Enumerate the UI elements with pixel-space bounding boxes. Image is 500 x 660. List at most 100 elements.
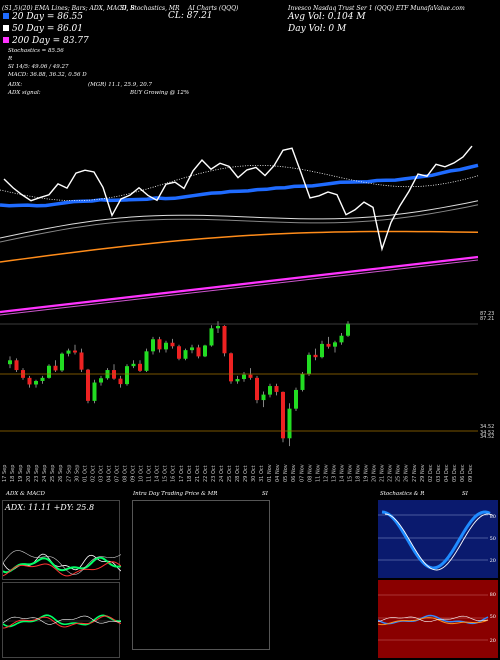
- ma20-label: 20 Day = 86.55: [12, 12, 84, 22]
- header-title-1: (S1,5)(20) EMA Lines; Bars; ADX, MACD, B: [2, 5, 135, 12]
- adx-panel-title: ADX & MACD: [6, 491, 45, 497]
- candle-body: [209, 328, 214, 346]
- x-axis-date-label: 19 Nov: [364, 464, 370, 482]
- si-level-50: 50: [489, 614, 496, 620]
- x-axis-date-label: 03 Oct: [98, 465, 104, 482]
- candle-body: [203, 345, 207, 357]
- x-axis-date-label: 29 Nov: [420, 464, 426, 482]
- adx-panel: ADX: 11.11 +DY: 25.8: [2, 500, 121, 580]
- ma200-label: 200 Day = 83.77: [12, 36, 89, 46]
- adx-panel-readout: ADX: 11.11 +DY: 25.8: [5, 503, 95, 512]
- price-level-label: 34.52: [480, 434, 494, 440]
- candle-body: [92, 382, 97, 401]
- candle-body: [8, 360, 12, 365]
- stochastics-lines: [378, 510, 494, 571]
- x-axis-date-label: 22 Nov: [388, 464, 394, 482]
- x-axis-date-label: 21 Nov: [380, 464, 386, 482]
- si-panel: 80 50 20: [378, 580, 498, 658]
- candle-body: [79, 352, 84, 370]
- candle-body: [216, 325, 220, 329]
- candle-body: [14, 360, 19, 371]
- x-axis-date-label: 05 Nov: [283, 464, 289, 482]
- candle-body: [157, 339, 162, 350]
- candle-body: [86, 369, 90, 401]
- adx-label: ADX:: [8, 82, 23, 88]
- ma100-line: [0, 230, 479, 263]
- candle-body: [326, 343, 331, 347]
- stoch-panel-si: SI: [462, 491, 468, 497]
- day-volume: Day Vol: 0 M: [288, 24, 347, 34]
- x-axis-date-label: 27 Sep: [66, 465, 72, 482]
- signal-line: [3, 615, 121, 629]
- x-axis-date-label: 04 Dec: [444, 464, 450, 482]
- adx-signal-label: ADX signal:: [8, 90, 41, 96]
- candle-body: [125, 366, 129, 385]
- ma200-line: [0, 255, 479, 314]
- si-level-80: 80: [489, 592, 496, 598]
- candle-body: [235, 379, 240, 382]
- stoch-panel-title: Stochastics & R: [380, 491, 425, 497]
- x-axis-date-label: 23 Oct: [211, 465, 217, 482]
- ma50-legend: 50 Day = 86.01: [3, 24, 83, 34]
- candle-body: [151, 339, 155, 352]
- candle-body: [333, 342, 337, 347]
- x-axis-date-label: 05 Dec: [452, 464, 458, 482]
- candle-body: [255, 377, 259, 401]
- x-axis-date-label: 02 Dec: [428, 464, 434, 482]
- candle-body: [268, 386, 272, 395]
- adx-signal-value: BUY Growing @ 12%: [130, 90, 190, 96]
- header-title-2: SI, Stochastics, MR: [120, 5, 180, 12]
- x-axis-date-label: 08 Nov: [307, 464, 313, 482]
- price-level-label: 34.52: [480, 424, 494, 430]
- x-axis-date-label: 18 Nov: [356, 464, 362, 482]
- macd-line: [3, 614, 121, 628]
- x-axis-date-label: 30 Oct: [251, 465, 257, 482]
- x-axis-date-label: 19 Sep: [18, 465, 24, 482]
- x-axis-date-label: 12 Nov: [323, 464, 329, 482]
- ma50-line: [0, 200, 479, 239]
- candle-body: [170, 342, 175, 347]
- x-axis-date-label: 23 Sep: [34, 465, 40, 482]
- x-axis-date-label: 06 Nov: [291, 464, 297, 482]
- candle-body: [339, 335, 344, 343]
- x-axis-date-label: 01 Nov: [267, 464, 273, 482]
- x-axis-date-label: 22 Oct: [203, 465, 209, 482]
- adx-lines: [3, 550, 121, 577]
- candle-body: [300, 373, 305, 390]
- candle-body: [196, 347, 201, 357]
- minus-di-line: [3, 561, 121, 577]
- si-lines: [378, 594, 489, 641]
- x-axis-date-label: 17 Sep: [2, 465, 8, 482]
- price-level-label: 87.23: [480, 311, 494, 317]
- x-axis-date-label: 06 Dec: [460, 464, 466, 482]
- x-axis-date-label: 04 Nov: [275, 464, 281, 482]
- price-level-label: 34.52: [480, 430, 494, 436]
- plus-di-line: [3, 556, 121, 574]
- ma200-swatch: [3, 37, 9, 43]
- candle-body: [73, 350, 77, 353]
- x-axis-date-label: 27 Nov: [412, 464, 418, 482]
- stoch-d-line: [384, 513, 494, 571]
- x-axis-date-label: 31 Oct: [259, 465, 265, 482]
- intraday-panel-title: Intra Day Trading Price & MR: [133, 491, 218, 497]
- x-axis-date-label: 15 Nov: [347, 464, 353, 482]
- macd-lines: [3, 614, 121, 629]
- candle-body: [248, 374, 253, 378]
- macd-aux-line: [3, 615, 121, 625]
- x-axis-date-label: 11 Nov: [315, 464, 321, 482]
- x-axis-date-label: 25 Nov: [396, 464, 402, 482]
- x-axis-date-label: 24 Sep: [42, 465, 48, 482]
- candle-body: [346, 323, 350, 336]
- stoch-level-50: 50: [489, 536, 496, 542]
- x-axis-date-label: 07 Oct: [114, 465, 120, 482]
- x-axis-date-label: 03 Dec: [436, 464, 442, 482]
- x-axis-date-label: 11 Oct: [147, 465, 153, 482]
- x-axis-date-label: 20 Sep: [26, 465, 32, 482]
- ma50-swatch: [3, 25, 9, 31]
- candle-body: [131, 363, 136, 367]
- candle-body: [40, 377, 45, 381]
- macd-panel: [2, 582, 121, 658]
- avg-volume: Avg Vol: 0.104 M: [288, 12, 366, 22]
- x-axis-date-label: 09 Oct: [131, 465, 137, 482]
- stoch-level-20: 20: [489, 558, 496, 564]
